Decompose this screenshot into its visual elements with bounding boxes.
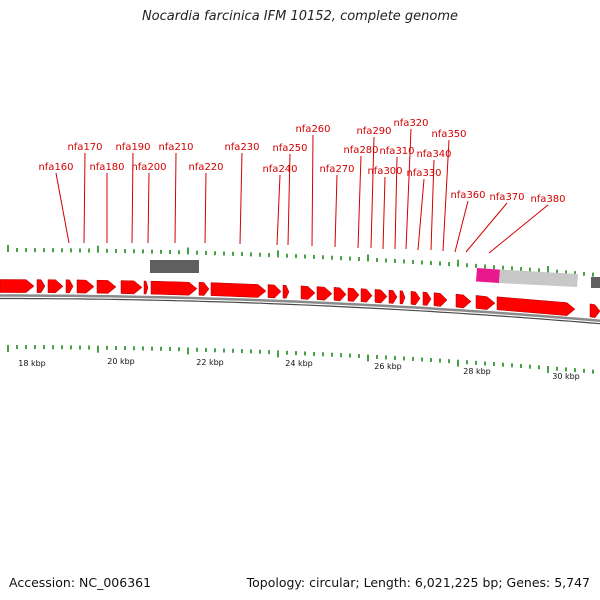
feature-track	[150, 260, 600, 288]
gene-label-nfa200: nfa200	[131, 162, 166, 173]
gene-arrow-14	[300, 285, 316, 300]
gene-label-nfa230: nfa230	[224, 142, 259, 153]
gene-label-nfa270: nfa270	[319, 164, 354, 175]
gene-arrow-4	[65, 279, 74, 294]
gene-label-nfa190: nfa190	[115, 142, 150, 153]
gene-label-nfa160: nfa160	[38, 162, 73, 173]
gene-arrow-10	[198, 282, 210, 296]
gene-arrow-9	[150, 280, 198, 296]
gene-arrow-2	[36, 279, 46, 293]
gene-label-nfa260: nfa260	[295, 124, 330, 135]
axis-labels: 18 kbp 20 kbp 22 kbp 24 kbp 26 kbp 28 kbp 30 k…	[18, 357, 580, 381]
gene-arrow-6	[96, 279, 117, 294]
gene-arrow-22	[410, 291, 421, 306]
gene-arrow-21	[399, 290, 406, 305]
gene-arrow-1	[0, 279, 35, 293]
leader-nfa160	[55, 172, 70, 244]
gene-label-nfa300: nfa300	[367, 166, 402, 177]
gene-arrow-5	[76, 279, 95, 294]
accession-text: Accession: NC_006361	[9, 575, 152, 590]
leader-nfa200	[147, 172, 150, 244]
gene-arrow-13	[282, 284, 290, 299]
gene-arrow-11	[210, 282, 267, 298]
axis-label: 26 kbp	[374, 362, 402, 371]
gene-label-nfa360: nfa360	[450, 190, 485, 201]
gene-arrow-17	[347, 287, 360, 302]
gene-label-nfa240: nfa240	[262, 164, 297, 175]
leader-nfa360	[454, 200, 469, 253]
feature-box-dark-edge	[591, 277, 600, 288]
gene-label-nfa290: nfa290	[356, 126, 391, 137]
gene-label-nfa350: nfa350	[431, 129, 466, 140]
feature-box-dark	[150, 260, 199, 273]
axis-label: 20 kbp	[107, 357, 135, 366]
gene-label-nfa330: nfa330	[406, 168, 441, 179]
gene-label-nfa250: nfa250	[272, 143, 307, 154]
gene-label-nfa370: nfa370	[489, 192, 524, 203]
feature-box-light	[499, 269, 578, 287]
gene-label-nfa280: nfa280	[343, 145, 378, 156]
gene-arrow-27	[496, 296, 576, 316]
leader-nfa290	[370, 136, 375, 249]
leader-nfa370	[465, 202, 508, 253]
axis-label: 22 kbp	[196, 358, 224, 367]
gene-label-nfa220: nfa220	[188, 162, 223, 173]
gene-arrow-25	[455, 293, 472, 309]
gene-arrow-26	[475, 295, 496, 310]
leader-nfa300	[382, 176, 386, 250]
leader-nfa170	[83, 152, 86, 244]
label-leaders	[55, 128, 549, 254]
backbone-line-inner	[0, 297, 600, 325]
tick-marks	[7, 245, 594, 374]
gene-label-nfa380: nfa380	[530, 194, 565, 205]
gene-label-nfa180: nfa180	[89, 162, 124, 173]
gene-track	[0, 279, 600, 318]
leader-nfa340	[430, 159, 435, 251]
leader-nfa230	[239, 152, 243, 245]
gene-label-nfa340: nfa340	[416, 149, 451, 160]
leader-nfa250	[287, 153, 291, 246]
gene-arrow-23	[422, 291, 432, 306]
leader-nfa220	[204, 172, 207, 244]
gene-arrow-7	[120, 280, 143, 295]
gene-arrow-16	[333, 287, 347, 302]
gene-arrow-18	[360, 288, 373, 303]
axis-label: 30 kbp	[552, 372, 580, 381]
leader-nfa240	[276, 174, 281, 246]
genome-info-text: Topology: circular; Length: 6,021,225 bp…	[246, 575, 590, 590]
leader-nfa310	[394, 156, 398, 250]
gene-labels: nfa160 nfa170 nfa180 nfa190 nfa200 nfa210 nfa2…	[38, 118, 565, 205]
leader-nfa350	[442, 139, 450, 252]
gene-arrow-15	[316, 286, 333, 301]
leader-nfa190	[131, 152, 134, 244]
genome-backbone	[0, 294, 600, 325]
axis-label: 18 kbp	[18, 359, 46, 368]
gene-arrow-12	[267, 284, 282, 299]
gene-arrow-28	[589, 303, 600, 318]
leader-nfa320	[405, 128, 412, 250]
backbone-line-outer	[0, 294, 600, 322]
gene-label-nfa170: nfa170	[67, 142, 102, 153]
leader-nfa210	[174, 152, 177, 244]
gene-arrow-24	[433, 292, 448, 307]
feature-box-pink	[476, 268, 500, 283]
leader-nfa270	[334, 174, 338, 248]
leader-nfa380	[488, 204, 549, 254]
gene-label-nfa210: nfa210	[158, 142, 193, 153]
gene-label-nfa310: nfa310	[379, 146, 414, 157]
leader-nfa260	[311, 134, 314, 247]
gene-arrow-8	[143, 280, 149, 295]
axis-label: 28 kbp	[463, 367, 491, 376]
diagram-title: Nocardia farcinica IFM 10152, complete g…	[141, 9, 459, 24]
axis-label: 24 kbp	[285, 359, 313, 368]
gene-label-nfa320: nfa320	[393, 118, 428, 129]
gene-arrow-19	[374, 289, 388, 304]
leader-nfa330	[417, 178, 425, 251]
gene-arrow-3	[47, 279, 64, 294]
gene-arrow-20	[388, 289, 398, 304]
leader-nfa280	[357, 155, 362, 249]
